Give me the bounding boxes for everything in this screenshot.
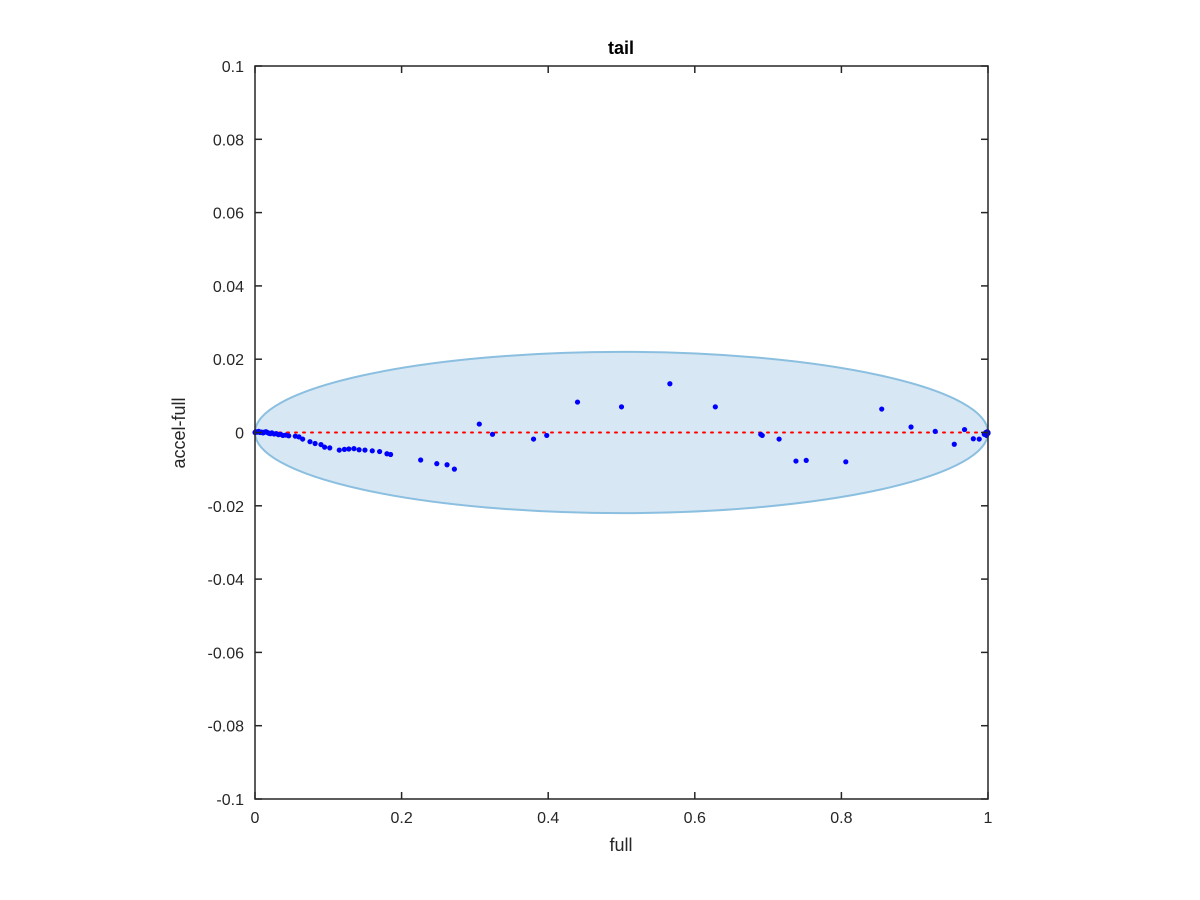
x-tick-label: 1 [984, 810, 993, 827]
data-point [341, 446, 348, 452]
data-point [667, 381, 673, 387]
ticks-layer: 0 0.2 0.4 0.6 0.8 1 0.1 0.08 0.06 0.04 0.02 0 -0.02 -… [208, 59, 993, 827]
y-tick-label: 0.1 [222, 59, 244, 76]
data-point [961, 426, 968, 433]
data-point [803, 457, 809, 463]
data-point [418, 457, 424, 463]
y-tick-label: -0.02 [208, 499, 245, 516]
y-tick-label: -0.04 [208, 572, 245, 589]
y-tick-label: 0.04 [213, 279, 244, 296]
data-point [300, 436, 306, 442]
data-point [976, 436, 982, 442]
y-tick-label: -0.06 [208, 645, 245, 662]
data-point [843, 459, 849, 465]
data-point [318, 441, 324, 448]
x-tick-label: 0.4 [537, 810, 559, 827]
y-tick-label: 0.02 [213, 352, 244, 369]
data-point [434, 461, 440, 467]
data-point [932, 428, 938, 435]
data-point [544, 432, 550, 439]
y-tick-label: 0 [235, 426, 244, 443]
data-point [489, 431, 496, 437]
y-axis-label: accel-full [169, 397, 189, 468]
x-tick-label: 0.6 [684, 810, 706, 827]
x-tick-label: 0.2 [390, 810, 412, 827]
y-tick-label: -0.1 [216, 792, 244, 809]
data-point [970, 436, 976, 442]
x-axis-label: full [609, 835, 632, 855]
data-point [286, 433, 292, 439]
data-point [451, 466, 457, 472]
data-point [908, 424, 914, 430]
data-point [312, 440, 318, 447]
data-point [444, 462, 450, 468]
data-point [307, 439, 313, 445]
data-point [336, 447, 342, 453]
data-point [879, 406, 885, 412]
data-point [322, 444, 328, 450]
chart-title: tail [608, 38, 634, 58]
data-point [362, 447, 368, 453]
data-point [618, 404, 625, 410]
data-point [327, 445, 333, 451]
data-point [476, 421, 482, 427]
data-point [356, 447, 362, 453]
data-point [369, 448, 375, 454]
data-point [776, 436, 782, 442]
data-point [346, 446, 352, 452]
data-point [574, 399, 581, 405]
data-point [712, 404, 718, 410]
x-tick-label: 0.8 [830, 810, 852, 827]
data-point [388, 451, 394, 458]
data-point [377, 448, 383, 455]
x-tick-label: 0 [251, 810, 260, 827]
y-tick-label: 0.08 [213, 132, 244, 149]
y-tick-label: 0.06 [213, 206, 244, 223]
data-point [951, 441, 957, 447]
data-point [759, 432, 765, 439]
data-point [351, 446, 357, 452]
data-point [793, 458, 799, 464]
data-point [530, 436, 537, 442]
y-tick-label: -0.08 [208, 719, 245, 736]
